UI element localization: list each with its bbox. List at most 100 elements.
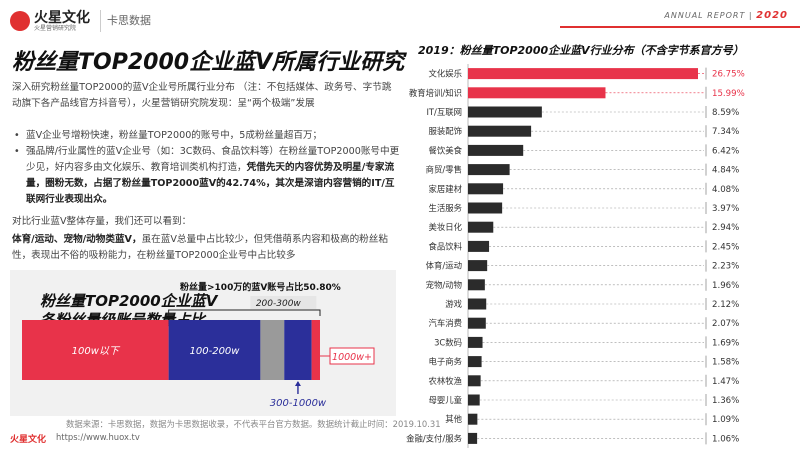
bar — [468, 413, 478, 425]
category-label: 体育/运动 — [426, 261, 462, 271]
bar-chart-title: 2019：粉丝量TOP2000企业蓝V行业分布（不含字节系官方号） — [418, 44, 744, 57]
value-label: 1.09% — [712, 415, 739, 425]
source-note: 数据来源：卡思数据，数据为卡思数据收录，不代表平台官方数据。数据统计截止时间：2… — [66, 419, 441, 429]
bar — [468, 336, 483, 348]
bar — [468, 183, 504, 195]
value-label: 2.23% — [712, 262, 739, 272]
stack-label-bg — [250, 296, 317, 309]
value-label: 1.96% — [712, 281, 739, 291]
stack-segment-label: 1000w+ — [332, 352, 372, 363]
category-label: 电子商务 — [429, 357, 463, 367]
bar — [468, 221, 494, 233]
finding-text: 蓝V企业号增粉快速，粉丝量TOP2000的账号中，5成粉丝量超百万； — [26, 130, 323, 141]
value-label: 2.45% — [712, 242, 739, 252]
compare-lead: 对比行业蓝V整体存量，我们还可以看到： — [12, 216, 192, 227]
value-label: 2.94% — [712, 223, 739, 233]
category-label: 食品饮料 — [429, 241, 463, 251]
compare-body: 虽在蓝V总量中占比较少，但凭借萌系内容和极高的粉丝粘性，表现出不俗的吸粉能力，在… — [12, 234, 388, 261]
stack-arrow-head — [294, 381, 301, 386]
finding-text: 强品牌/行业属性的蓝V企业号（如：3C数码、食品饮料等）在粉丝量TOP2000账… — [26, 146, 400, 173]
bar — [468, 375, 481, 387]
bar — [468, 394, 480, 406]
stack-segment-label: 300-1000w — [270, 398, 327, 409]
bar — [468, 317, 486, 329]
report-label: ANNUAL REPORT — [664, 11, 746, 20]
stack-label-box — [329, 347, 375, 365]
value-label: 2.12% — [712, 300, 739, 310]
bar — [468, 68, 698, 80]
header-rule — [560, 26, 800, 28]
compare-highlight: 体育/运动、宠物/动物类蓝V， — [12, 234, 142, 245]
category-label: 金融/支付/服务 — [406, 433, 463, 443]
bar — [468, 356, 482, 368]
report-year: 2020 — [756, 10, 788, 21]
category-label: 汽车消费 — [429, 318, 463, 328]
category-label: 母婴儿童 — [429, 395, 463, 405]
page-title: 粉丝量TOP2000企业蓝V所属行业研究 — [12, 50, 405, 75]
value-label: 1.69% — [712, 338, 739, 348]
finding-item: 蓝V企业号增粉快速，粉丝量TOP2000的账号中，5成粉丝量超百万； — [12, 128, 400, 144]
bar — [468, 298, 487, 310]
bar — [468, 240, 490, 252]
value-label: 6.42% — [712, 146, 739, 156]
footer-url: https://www.huox.tv — [56, 432, 140, 442]
footer-brand: 火星文化 — [10, 435, 47, 445]
value-label: 8.59% — [712, 108, 739, 118]
brand-logo-icon — [10, 11, 30, 31]
stack-bracket — [168, 309, 321, 316]
brand-sub: 火星营销研究院 — [34, 24, 77, 32]
value-label: 4.08% — [712, 185, 739, 195]
value-label: 2.07% — [712, 319, 739, 329]
category-label: 教育培训/知识 — [409, 88, 462, 98]
category-label: 农林牧渔 — [429, 376, 463, 386]
bar — [468, 202, 503, 214]
stack-segment — [168, 320, 261, 380]
intro-paragraph: 深入研究粉丝量TOP2000的蓝V企业号所属行业分布 （注：不包括媒体、政务号、… — [12, 82, 392, 109]
report-tag: ANNUAL REPORT | 2020 — [664, 10, 788, 21]
value-label: 7.34% — [712, 127, 739, 137]
bar — [468, 164, 510, 176]
category-label: 餐饮美食 — [429, 145, 463, 155]
category-label: 3C数码 — [434, 337, 462, 347]
value-label: 4.84% — [712, 166, 739, 176]
stack-segment-label: 100-200w — [190, 346, 241, 357]
category-label: 文化娱乐 — [429, 69, 463, 79]
category-label: 家居建材 — [429, 184, 463, 194]
category-label: 游戏 — [445, 299, 462, 309]
stack-segment-label: 200-300w — [256, 299, 302, 309]
category-label: 商贸/零售 — [426, 165, 462, 175]
finding-list: 蓝V企业号增粉快速，粉丝量TOP2000的账号中，5成粉丝量超百万； 强品牌/行… — [12, 128, 400, 208]
stack-segment — [260, 320, 285, 380]
category-label: IT/互联网 — [426, 107, 462, 117]
category-label: 宠物/动物 — [426, 280, 462, 290]
bar — [468, 279, 485, 291]
value-label: 1.58% — [712, 358, 739, 368]
bar — [468, 87, 606, 99]
value-label: 1.06% — [712, 434, 739, 444]
stack-segment — [284, 320, 312, 380]
value-label: 1.47% — [712, 377, 739, 387]
stack-segment — [22, 320, 169, 380]
stack-annotation-top: 粉丝量>100万的蓝V账号占比50.80% — [180, 283, 341, 293]
finding-highlight: 凭借先天的内容优势及明星/专家流量，圈粉无数，占据了粉丝量TOP2000蓝V的4… — [26, 162, 395, 205]
brand-logo: 火星文化 火星营销研究院 — [10, 8, 110, 34]
stack-title-line1: 粉丝量TOP2000企业蓝V — [40, 292, 218, 310]
value-label: 26.75% — [712, 70, 745, 80]
value-label: 15.99% — [712, 89, 745, 99]
partner-logo: 卡思数据 — [100, 10, 151, 32]
category-label: 其他 — [445, 414, 462, 424]
bar — [468, 106, 542, 118]
bar — [468, 260, 488, 272]
bar — [468, 144, 524, 156]
finding-item: 强品牌/行业属性的蓝V企业号（如：3C数码、食品饮料等）在粉丝量TOP2000账… — [12, 144, 400, 208]
brand-name: 火星文化 — [34, 9, 90, 26]
bar — [468, 125, 532, 137]
stack-segment-label: 100w以下 — [72, 345, 121, 357]
category-label: 服装配饰 — [429, 126, 463, 136]
bar — [468, 432, 478, 444]
value-label: 1.36% — [712, 396, 739, 406]
value-label: 3.97% — [712, 204, 739, 214]
compare-paragraph: 体育/运动、宠物/动物类蓝V，虽在蓝V总量中占比较少，但凭借萌系内容和极高的粉丝… — [12, 232, 400, 264]
